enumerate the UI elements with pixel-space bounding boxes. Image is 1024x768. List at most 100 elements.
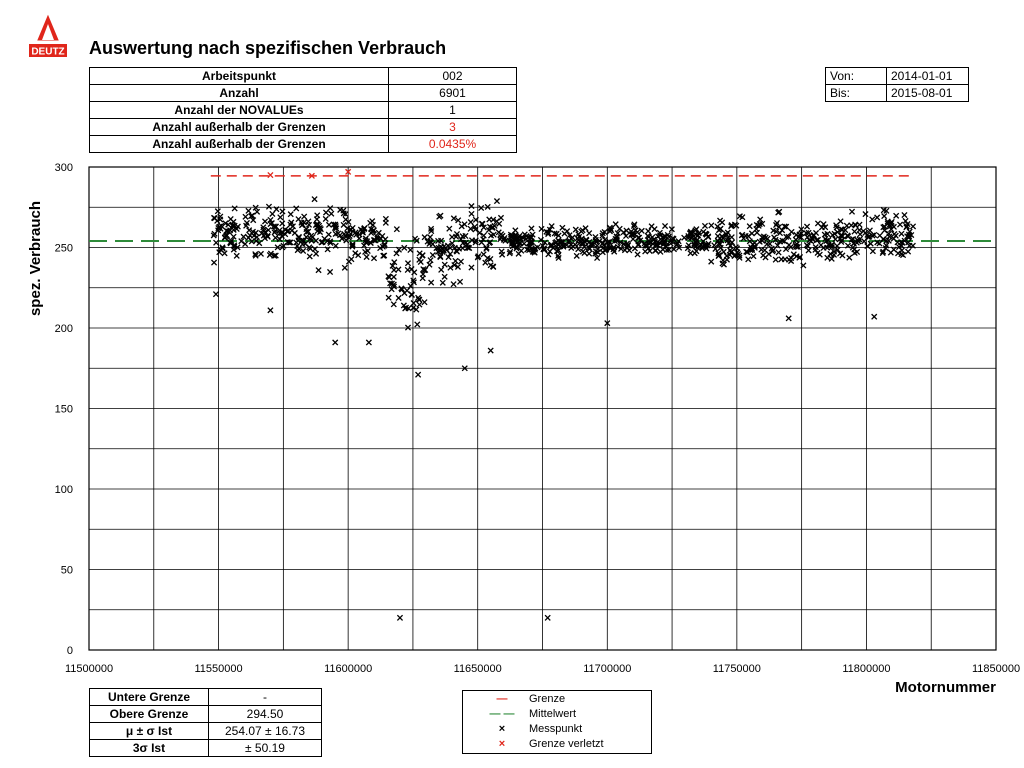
data-point bbox=[716, 252, 723, 259]
data-point bbox=[788, 228, 795, 235]
data-point bbox=[213, 239, 220, 246]
data-point bbox=[462, 239, 469, 246]
data-point bbox=[257, 250, 264, 257]
logo-text: DEUTZ bbox=[31, 47, 64, 58]
data-point bbox=[790, 251, 797, 258]
data-point bbox=[389, 262, 396, 269]
data-point bbox=[274, 244, 281, 251]
data-point bbox=[711, 242, 718, 249]
legend-item: × Grenze verletzt bbox=[463, 737, 651, 751]
data-point bbox=[866, 227, 873, 234]
legend-violation-icon: × bbox=[498, 738, 506, 750]
data-point bbox=[332, 242, 339, 249]
data-point bbox=[456, 278, 464, 285]
data-point bbox=[515, 250, 522, 257]
data-point bbox=[217, 213, 224, 220]
data-point bbox=[599, 249, 606, 256]
data-point bbox=[349, 243, 356, 250]
data-point bbox=[272, 223, 279, 230]
data-point bbox=[734, 245, 741, 252]
data-point bbox=[231, 205, 238, 212]
data-point bbox=[778, 256, 785, 263]
data-point bbox=[703, 245, 710, 252]
data-point bbox=[385, 294, 392, 301]
data-point bbox=[426, 261, 433, 268]
legend-item: — Grenze bbox=[463, 692, 651, 706]
data-point bbox=[509, 243, 516, 250]
data-point bbox=[221, 250, 228, 257]
data-point bbox=[521, 240, 528, 247]
data-point bbox=[437, 212, 444, 219]
data-point bbox=[355, 252, 362, 259]
data-point bbox=[279, 220, 286, 227]
data-point bbox=[770, 227, 777, 234]
data-point bbox=[532, 245, 539, 252]
data-point bbox=[401, 289, 408, 297]
data-point bbox=[243, 219, 250, 227]
data-point bbox=[468, 210, 475, 217]
row-label: Obere Grenze bbox=[89, 705, 209, 723]
data-point bbox=[869, 248, 876, 255]
summary-table: Arbeitspunkt 002 Anzahl 6901 Anzahl der NO… bbox=[89, 67, 517, 153]
data-point bbox=[796, 254, 804, 261]
data-point bbox=[306, 253, 313, 260]
data-point bbox=[479, 221, 486, 228]
data-point bbox=[349, 242, 356, 249]
data-point bbox=[454, 263, 462, 270]
data-point bbox=[416, 301, 423, 308]
data-point bbox=[688, 234, 695, 241]
data-point bbox=[687, 230, 694, 237]
data-point bbox=[393, 250, 400, 257]
data-point bbox=[408, 291, 415, 298]
data-point bbox=[526, 247, 533, 254]
data-point bbox=[693, 248, 700, 255]
data-point bbox=[846, 254, 853, 261]
data-point bbox=[838, 226, 845, 233]
bis-label: Bis: bbox=[825, 84, 887, 102]
data-point bbox=[792, 236, 799, 243]
data-point bbox=[219, 245, 226, 252]
data-point bbox=[467, 225, 474, 232]
data-point bbox=[393, 226, 400, 233]
data-point bbox=[828, 242, 835, 249]
data-point bbox=[305, 228, 312, 235]
data-point bbox=[719, 219, 726, 226]
data-point bbox=[714, 223, 721, 230]
data-point bbox=[441, 261, 448, 268]
data-point bbox=[480, 224, 487, 231]
data-point bbox=[265, 203, 273, 210]
table-row: Anzahl 6901 bbox=[89, 84, 517, 102]
data-point bbox=[546, 226, 553, 233]
data-point bbox=[305, 218, 312, 225]
data-point bbox=[284, 227, 291, 234]
data-point bbox=[468, 203, 475, 210]
data-point bbox=[692, 243, 699, 250]
data-point bbox=[708, 222, 715, 229]
data-point bbox=[657, 232, 664, 239]
data-point bbox=[332, 221, 339, 228]
data-point bbox=[231, 242, 238, 249]
data-point bbox=[311, 246, 318, 253]
data-point bbox=[702, 230, 709, 237]
row-label: Anzahl außerhalb der Grenzen bbox=[89, 135, 389, 153]
data-point bbox=[893, 212, 900, 219]
data-point bbox=[657, 248, 664, 255]
page-title: Auswertung nach spezifischen Verbrauch bbox=[89, 38, 447, 58]
data-point bbox=[578, 236, 585, 243]
data-point bbox=[390, 266, 398, 274]
data-point bbox=[586, 250, 593, 257]
data-point bbox=[898, 230, 905, 237]
data-point bbox=[617, 239, 624, 246]
row-label: Anzahl außerhalb der Grenzen bbox=[89, 118, 389, 136]
data-point bbox=[892, 232, 899, 239]
data-point bbox=[279, 208, 286, 215]
data-point bbox=[253, 237, 260, 244]
data-point bbox=[246, 232, 254, 239]
data-point bbox=[404, 324, 412, 331]
data-point bbox=[839, 252, 846, 259]
data-point bbox=[345, 218, 352, 226]
data-point bbox=[644, 232, 651, 239]
data-point bbox=[457, 236, 464, 243]
row-label: μ ± σ Ist bbox=[89, 722, 209, 740]
data-point bbox=[551, 230, 558, 237]
